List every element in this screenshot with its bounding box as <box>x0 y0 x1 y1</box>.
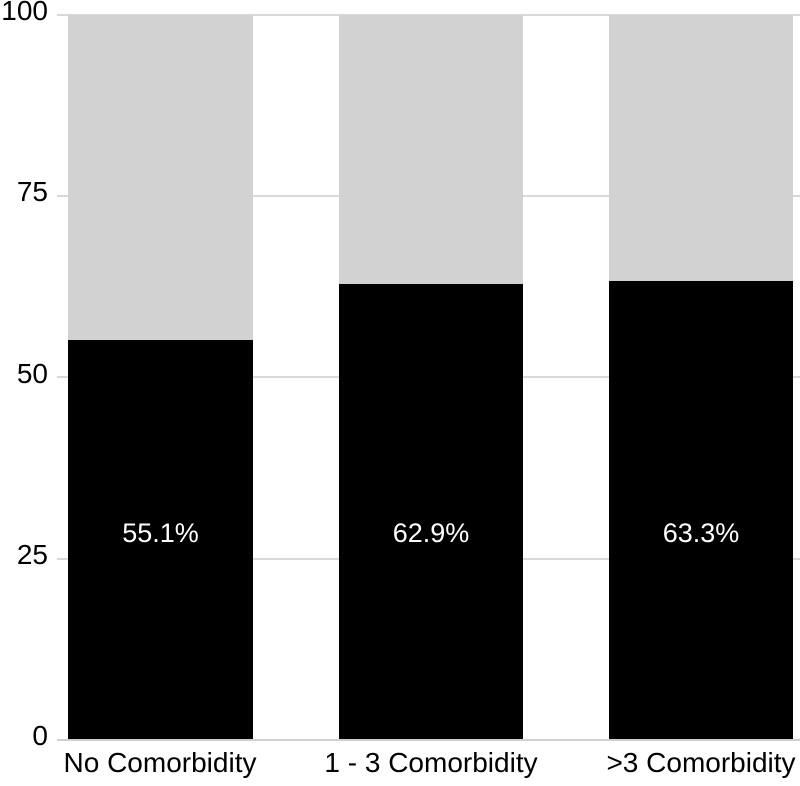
y-axis-tick-label-50: 50 <box>16 358 48 389</box>
bar-segment-black: 55.1% <box>68 340 253 739</box>
bar-1-3-comorbidity: 62.9% <box>339 15 523 739</box>
bar-value-label: 62.9% <box>392 518 470 548</box>
plot-area: 55.1% 62.9% 63.3% <box>57 0 800 786</box>
bar-segment-gray <box>609 15 793 281</box>
bar-segment-black: 62.9% <box>339 283 523 739</box>
x-axis-label-1-3-comorbidity: 1 - 3 Comorbidity <box>324 747 538 778</box>
bar-no-comorbidity: 55.1% <box>68 15 253 739</box>
x-axis-baseline <box>57 739 800 741</box>
bar-segment-gray <box>339 15 523 284</box>
bar-value-label: 55.1% <box>122 518 199 548</box>
x-axis-label-gt3-comorbidity: >3 Comorbidity <box>606 747 796 778</box>
y-axis-tick-label-75: 75 <box>16 176 48 207</box>
y-axis-tick-label-25: 25 <box>16 539 48 570</box>
y-axis-tick-label-0: 0 <box>32 720 48 751</box>
x-axis-label-no-comorbidity: No Comorbidity <box>63 747 257 778</box>
bar-gt3-comorbidity: 63.3% <box>609 15 793 739</box>
bar-value-label: 63.3% <box>662 518 740 548</box>
bar-segment-gray <box>68 15 253 341</box>
y-axis-tick-label-100: 100 <box>1 0 48 26</box>
bar-segment-black: 63.3% <box>609 280 793 739</box>
